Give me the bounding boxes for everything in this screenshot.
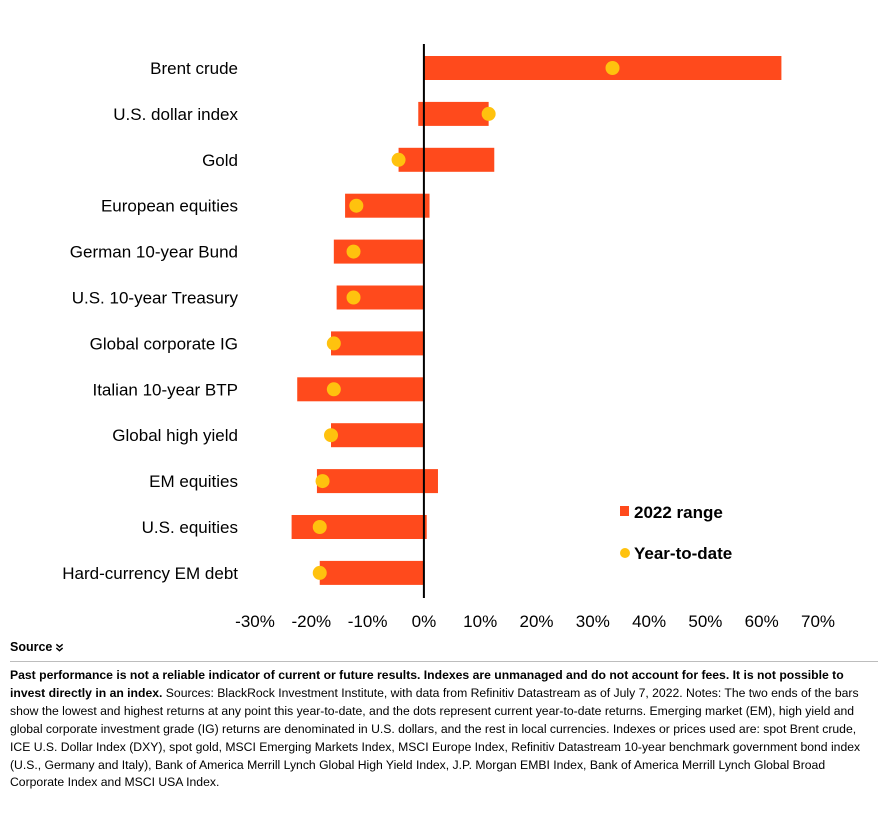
- sources-notes-text: Sources: BlackRock Investment Institute,…: [10, 685, 861, 790]
- ytd-dots: [312, 61, 620, 580]
- ytd-dot: [481, 106, 496, 121]
- ytd-dot: [324, 428, 339, 443]
- range-bar: [331, 331, 424, 356]
- category-label: U.S. dollar index: [113, 105, 238, 124]
- ytd-dot: [605, 61, 620, 75]
- legend-range-label: 2022 range: [634, 503, 723, 522]
- category-label: Global corporate IG: [90, 334, 238, 353]
- range-bar: [316, 469, 438, 494]
- x-tick-label: 30%: [576, 612, 610, 631]
- footer-notes: Past performance is not a reliable indic…: [10, 667, 878, 792]
- x-tick-label: 60%: [745, 612, 779, 631]
- x-tick-label: -20%: [291, 612, 331, 631]
- x-tick-label: 0%: [412, 612, 437, 631]
- category-label: German 10-year Bund: [70, 243, 238, 262]
- ytd-dot: [326, 382, 341, 397]
- category-label: EM equities: [149, 472, 238, 491]
- chart-footer: Source Past performance is not a reliabl…: [10, 638, 878, 792]
- ytd-dot: [346, 290, 361, 305]
- category-label: European equities: [101, 197, 238, 216]
- category-label: Gold: [202, 151, 238, 170]
- x-tick-label: 50%: [688, 612, 722, 631]
- legend-ytd-swatch: [620, 548, 630, 558]
- ytd-dot: [315, 474, 330, 489]
- x-tick-label: 20%: [519, 612, 553, 631]
- range-bar: [423, 56, 782, 80]
- performance-disclaimer: Past performance is not a reliable indic…: [10, 668, 844, 700]
- legend-ytd-label: Year-to-date: [634, 544, 732, 563]
- range-bar: [331, 423, 424, 448]
- source-toggle-button[interactable]: Source: [10, 640, 64, 654]
- ytd-dot: [312, 520, 327, 534]
- category-label: U.S. 10-year Treasury: [72, 289, 239, 308]
- x-tick-label: 10%: [463, 612, 497, 631]
- category-label: Global high yield: [112, 426, 238, 445]
- ytd-dot: [346, 244, 361, 259]
- category-label: Italian 10-year BTP: [92, 380, 238, 399]
- x-tick-label: -10%: [348, 612, 388, 631]
- category-labels: Brent crude U.S. dollar index Gold European…: [62, 59, 238, 583]
- category-label: Hard-currency EM debt: [62, 564, 238, 583]
- x-tick-label: -30%: [235, 612, 275, 631]
- footer-divider: [10, 661, 878, 662]
- category-label: Brent crude: [150, 59, 238, 78]
- legend: 2022 range Year-to-date: [620, 503, 732, 563]
- ytd-dot: [349, 198, 364, 213]
- source-toggle-label: Source: [10, 640, 53, 654]
- range-bar: [297, 377, 424, 402]
- range-bar: [418, 101, 489, 126]
- x-tick-label: 40%: [632, 612, 666, 631]
- range-bar: [291, 515, 427, 539]
- x-axis-tick-labels: -30% -20% -10% 0% 10% 20% 30% 40% 50% 60% 70%: [235, 612, 835, 631]
- ytd-dot: [326, 336, 341, 351]
- range-bar: [319, 560, 424, 585]
- x-tick-label: 70%: [801, 612, 835, 631]
- range-chart: Brent crude U.S. dollar index Gold European…: [62, 44, 835, 631]
- legend-range-swatch: [620, 506, 629, 516]
- ytd-dot: [312, 565, 327, 580]
- range-bar: [398, 147, 495, 172]
- double-chevron-down-icon: [56, 643, 64, 652]
- ytd-dot: [391, 152, 406, 167]
- category-label: U.S. equities: [142, 518, 238, 537]
